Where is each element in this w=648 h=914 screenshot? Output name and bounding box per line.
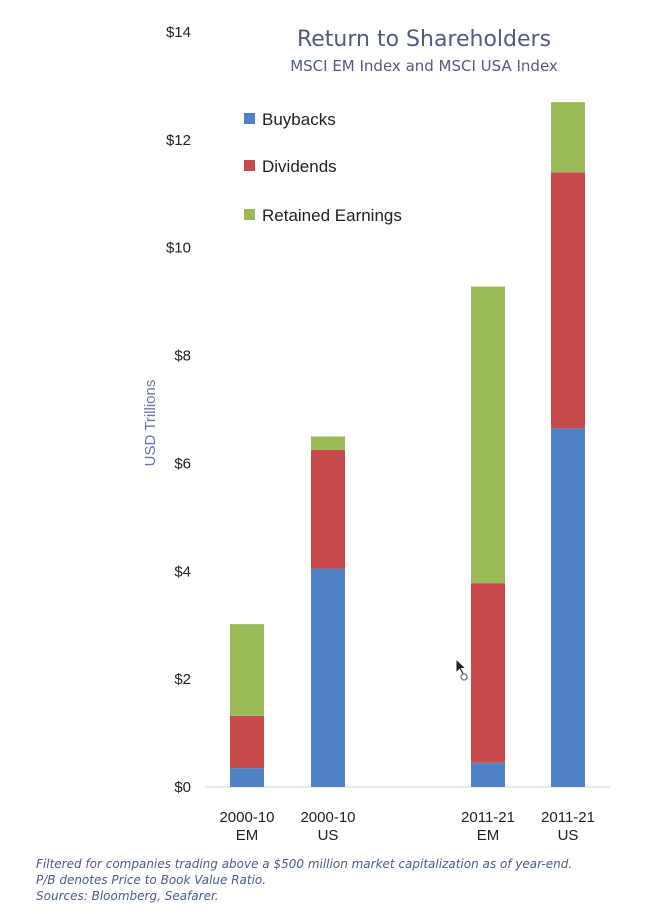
footnote-pb: P/B denotes Price to Book Value Ratio. [36, 873, 267, 887]
bar-buybacks-1 [230, 768, 264, 787]
x-category-label-period: 2011-21 [541, 809, 595, 826]
x-category-label-market: EM [236, 827, 259, 844]
y-tick-label: $6 [174, 455, 191, 472]
bar-buybacks-4 [551, 428, 585, 787]
x-category-label-market: US [558, 827, 579, 844]
x-category-label-period: 2000-10 [300, 809, 355, 826]
bar-retained-4 [551, 102, 585, 173]
bar-dividends-1 [230, 715, 264, 769]
y-tick-label: $0 [174, 779, 191, 796]
stacked-bar-chart: Return to Shareholders MSCI EM Index and… [142, 24, 610, 844]
x-category-label-period: 2000-10 [219, 809, 274, 826]
legend-label-buybacks: Buybacks [262, 110, 336, 129]
legend-swatch-dividends [244, 160, 255, 171]
y-tick-label: $4 [174, 563, 191, 580]
chart-subtitle: MSCI EM Index and MSCI USA Index [290, 57, 558, 75]
y-tick-label: $12 [166, 132, 191, 149]
x-category-label-market: US [318, 827, 339, 844]
bar-retained-2 [311, 436, 345, 450]
x-category-label-period: 2011-21 [461, 809, 515, 826]
bar-retained-1 [230, 624, 264, 716]
footnote-filter: Filtered for companies trading above a $… [36, 857, 573, 871]
y-tick-label: $8 [174, 348, 191, 365]
y-tick-label: $10 [166, 240, 191, 257]
x-category-label-market: EM [477, 827, 500, 844]
y-axis-title: USD Trillions [142, 380, 159, 467]
bar-dividends-4 [551, 172, 585, 429]
bar-buybacks-2 [311, 568, 345, 787]
bar-retained-3 [471, 286, 505, 584]
bar-dividends-3 [471, 583, 505, 763]
legend-swatch-buybacks [244, 113, 255, 124]
footnote-sources: Sources: Bloomberg, Seafarer. [36, 889, 219, 903]
footnotes: Filtered for companies trading above a $… [36, 856, 640, 904]
bar-dividends-2 [311, 449, 345, 569]
chart-title: Return to Shareholders [297, 27, 551, 52]
mouse-cursor-icon [455, 658, 468, 681]
bar-buybacks-3 [471, 762, 505, 787]
legend-label-retained: Retained Earnings [262, 206, 402, 225]
legend-label-dividends: Dividends [262, 157, 337, 176]
y-tick-label: $14 [166, 24, 191, 41]
legend-swatch-retained [244, 209, 255, 220]
y-tick-label: $2 [174, 671, 191, 688]
